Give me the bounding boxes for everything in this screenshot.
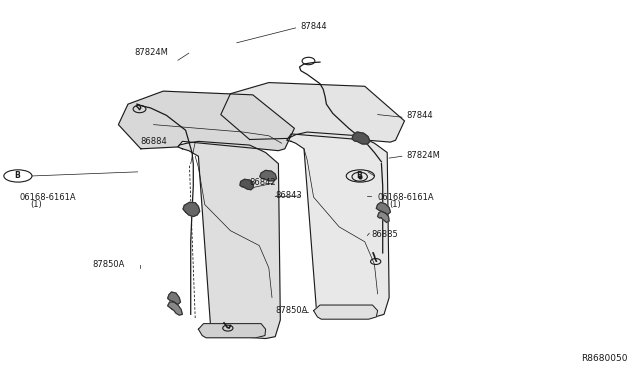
Text: 06168-6161A: 06168-6161A	[19, 193, 76, 202]
Text: 87824M: 87824M	[406, 151, 440, 160]
Text: B: B	[14, 171, 19, 180]
Polygon shape	[168, 302, 182, 315]
Text: 86885: 86885	[371, 230, 398, 239]
Polygon shape	[287, 132, 389, 316]
Polygon shape	[378, 211, 389, 222]
Text: 87850A: 87850A	[275, 306, 308, 315]
Text: 86842: 86842	[250, 178, 276, 187]
Polygon shape	[118, 91, 294, 151]
Text: 86884: 86884	[141, 137, 168, 146]
Text: 87844: 87844	[301, 22, 328, 31]
Polygon shape	[183, 202, 200, 217]
Polygon shape	[178, 141, 280, 339]
Text: (1): (1)	[389, 200, 401, 209]
Polygon shape	[168, 292, 180, 304]
Polygon shape	[314, 305, 378, 319]
Text: 87850A: 87850A	[93, 260, 125, 269]
Text: B: B	[356, 171, 362, 180]
Polygon shape	[260, 170, 276, 181]
Text: 86843: 86843	[275, 191, 302, 200]
Text: R8680050: R8680050	[580, 354, 627, 363]
Text: 06168-6161A: 06168-6161A	[378, 193, 434, 202]
Polygon shape	[221, 83, 404, 142]
Polygon shape	[198, 324, 266, 338]
Polygon shape	[376, 202, 390, 214]
Text: 87844: 87844	[406, 111, 433, 120]
Polygon shape	[352, 132, 370, 144]
Text: 87824M: 87824M	[134, 48, 168, 57]
Text: (1): (1)	[30, 200, 42, 209]
Polygon shape	[240, 179, 253, 190]
